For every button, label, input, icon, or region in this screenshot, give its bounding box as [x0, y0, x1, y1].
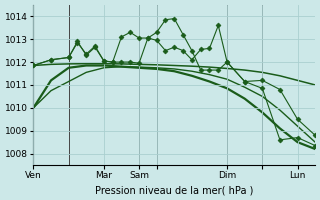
X-axis label: Pression niveau de la mer( hPa ): Pression niveau de la mer( hPa ) [95, 185, 253, 195]
